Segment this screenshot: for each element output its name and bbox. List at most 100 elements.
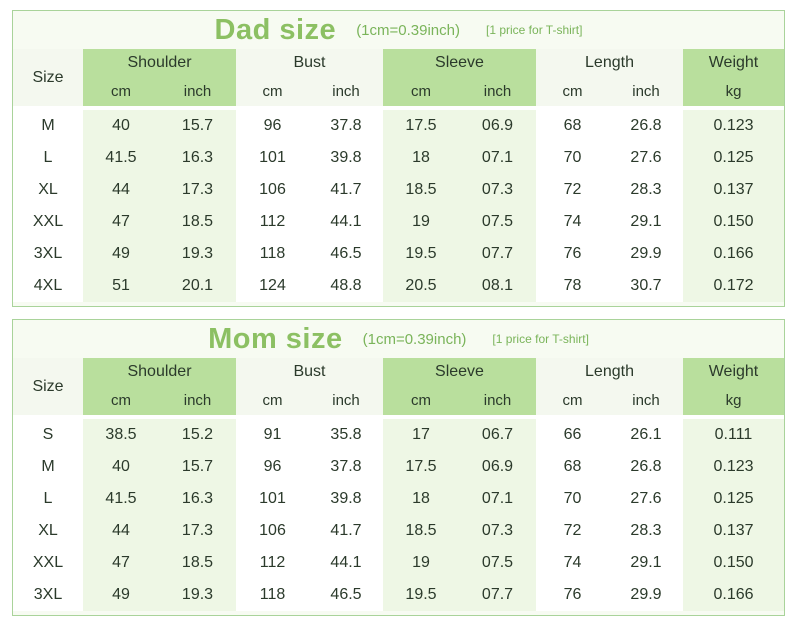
cell-shoulder-inch: 15.7 xyxy=(159,451,236,483)
cell-length-inch: 28.3 xyxy=(609,515,683,547)
cell-bust-inch: 39.8 xyxy=(309,142,383,174)
cell-weight-kg: 0.150 xyxy=(683,206,784,238)
cell-bust-cm: 101 xyxy=(236,483,309,515)
cell-bust-cm: 101 xyxy=(236,142,309,174)
cell-size: L xyxy=(13,142,83,174)
sleeve-header: Sleeve xyxy=(383,49,536,76)
cell-bust-cm: 106 xyxy=(236,174,309,206)
size-header: Size xyxy=(13,49,83,106)
cell-sleeve-cm: 17.5 xyxy=(383,110,459,142)
cell-size: S xyxy=(13,419,83,451)
cell-length-inch: 26.1 xyxy=(609,419,683,451)
sleeve-inch-unit: inch xyxy=(459,385,536,415)
cell-shoulder-cm: 47 xyxy=(83,547,159,579)
bust-inch-unit: inch xyxy=(309,385,383,415)
mom-price-note: [1 price for T-shirt] xyxy=(492,332,589,346)
cell-length-cm: 76 xyxy=(536,238,609,270)
cell-shoulder-cm: 41.5 xyxy=(83,483,159,515)
cell-bust-inch: 48.8 xyxy=(309,270,383,302)
cell-weight-kg: 0.125 xyxy=(683,142,784,174)
cell-size: 3XL xyxy=(13,238,83,270)
cell-sleeve-cm: 19.5 xyxy=(383,238,459,270)
cell-length-cm: 74 xyxy=(536,547,609,579)
cell-sleeve-inch: 07.7 xyxy=(459,238,536,270)
cell-weight-kg: 0.111 xyxy=(683,419,784,451)
cell-bust-cm: 96 xyxy=(236,451,309,483)
cell-shoulder-cm: 49 xyxy=(83,579,159,611)
cell-weight-kg: 0.166 xyxy=(683,579,784,611)
cell-weight-kg: 0.166 xyxy=(683,238,784,270)
cell-shoulder-cm: 47 xyxy=(83,206,159,238)
cell-sleeve-inch: 07.1 xyxy=(459,142,536,174)
cell-sleeve-inch: 06.7 xyxy=(459,419,536,451)
length-header: Length xyxy=(536,358,683,385)
cell-length-cm: 68 xyxy=(536,110,609,142)
cell-sleeve-cm: 20.5 xyxy=(383,270,459,302)
cell-bust-inch: 44.1 xyxy=(309,206,383,238)
cell-size: L xyxy=(13,483,83,515)
cell-bust-inch: 37.8 xyxy=(309,451,383,483)
cell-shoulder-inch: 15.7 xyxy=(159,110,236,142)
weight-kg-unit: kg xyxy=(683,76,784,106)
length-cm-unit: cm xyxy=(536,76,609,106)
cell-weight-kg: 0.125 xyxy=(683,483,784,515)
cell-sleeve-cm: 19.5 xyxy=(383,579,459,611)
cell-shoulder-cm: 51 xyxy=(83,270,159,302)
cell-shoulder-inch: 16.3 xyxy=(159,142,236,174)
mom-title-row: Mom size (1cm=0.39inch) [1 price for T-s… xyxy=(13,320,784,358)
dad-size-table: Size Shoulder Bust Sleeve Length Weight … xyxy=(13,49,784,306)
cell-weight-kg: 0.137 xyxy=(683,515,784,547)
cell-bust-cm: 118 xyxy=(236,238,309,270)
cell-bust-inch: 46.5 xyxy=(309,579,383,611)
cell-weight-kg: 0.150 xyxy=(683,547,784,579)
cell-shoulder-cm: 40 xyxy=(83,110,159,142)
cell-length-cm: 70 xyxy=(536,142,609,174)
length-inch-unit: inch xyxy=(609,385,683,415)
cell-length-inch: 29.1 xyxy=(609,547,683,579)
cell-length-cm: 72 xyxy=(536,174,609,206)
cell-sleeve-inch: 07.3 xyxy=(459,515,536,547)
cell-shoulder-cm: 44 xyxy=(83,515,159,547)
dad-price-note: [1 price for T-shirt] xyxy=(486,23,583,37)
mom-unit-note: (1cm=0.39inch) xyxy=(362,330,467,348)
length-header: Length xyxy=(536,49,683,76)
cell-bust-inch: 41.7 xyxy=(309,174,383,206)
dad-size-chart: Dad size (1cm=0.39inch) [1 price for T-s… xyxy=(12,10,785,307)
cell-sleeve-inch: 07.5 xyxy=(459,547,536,579)
cell-sleeve-inch: 07.1 xyxy=(459,483,536,515)
shoulder-inch-unit: inch xyxy=(159,76,236,106)
cell-bust-cm: 106 xyxy=(236,515,309,547)
cell-size: XL xyxy=(13,515,83,547)
header-gap xyxy=(13,415,784,419)
shoulder-cm-unit: cm xyxy=(83,385,159,415)
cell-shoulder-cm: 38.5 xyxy=(83,419,159,451)
length-cm-unit: cm xyxy=(536,385,609,415)
cell-sleeve-cm: 19 xyxy=(383,547,459,579)
cell-length-inch: 30.7 xyxy=(609,270,683,302)
cell-shoulder-inch: 18.5 xyxy=(159,547,236,579)
sleeve-cm-unit: cm xyxy=(383,76,459,106)
bust-inch-unit: inch xyxy=(309,76,383,106)
cell-weight-kg: 0.172 xyxy=(683,270,784,302)
cell-length-inch: 29.9 xyxy=(609,579,683,611)
weight-header: Weight xyxy=(683,49,784,76)
sleeve-header: Sleeve xyxy=(383,358,536,385)
cell-length-inch: 28.3 xyxy=(609,174,683,206)
cell-bust-inch: 37.8 xyxy=(309,110,383,142)
bust-cm-unit: cm xyxy=(236,76,309,106)
bust-header: Bust xyxy=(236,358,383,385)
cell-size: M xyxy=(13,451,83,483)
cell-length-cm: 68 xyxy=(536,451,609,483)
size-header: Size xyxy=(13,358,83,415)
cell-sleeve-cm: 18.5 xyxy=(383,174,459,206)
cell-bust-cm: 112 xyxy=(236,206,309,238)
sleeve-cm-unit: cm xyxy=(383,385,459,415)
cell-length-cm: 78 xyxy=(536,270,609,302)
cell-size: 3XL xyxy=(13,579,83,611)
cell-size: M xyxy=(13,110,83,142)
cell-shoulder-cm: 44 xyxy=(83,174,159,206)
cell-sleeve-inch: 07.3 xyxy=(459,174,536,206)
shoulder-header: Shoulder xyxy=(83,49,236,76)
cell-size: XL xyxy=(13,174,83,206)
cell-shoulder-cm: 49 xyxy=(83,238,159,270)
